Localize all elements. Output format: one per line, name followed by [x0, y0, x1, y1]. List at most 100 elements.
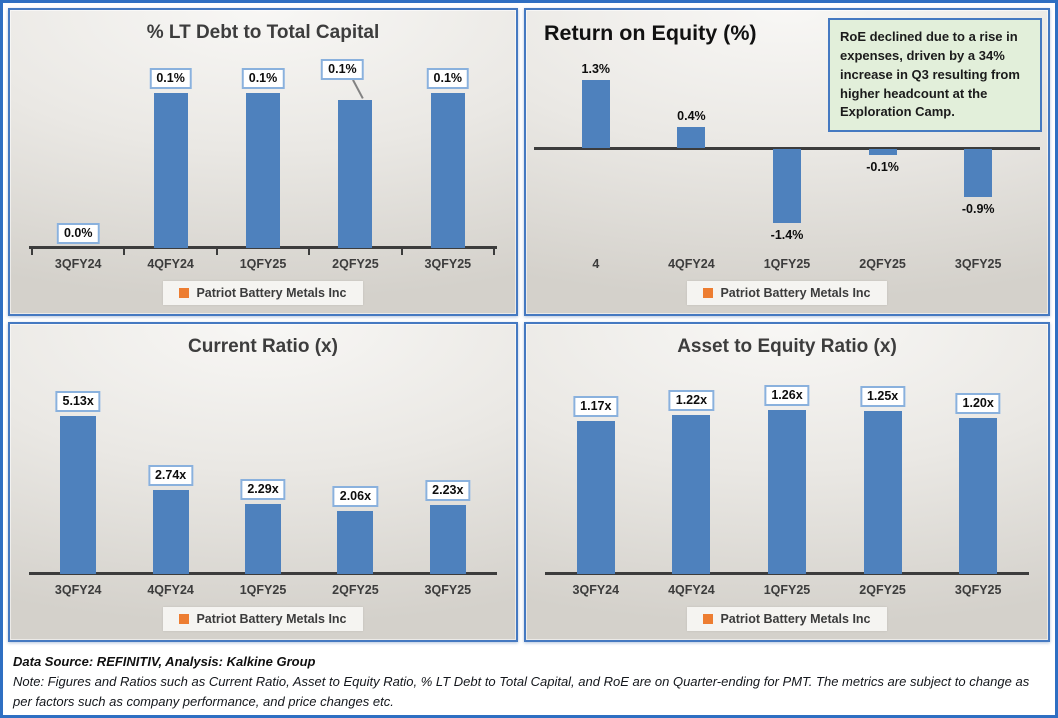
- footnote: Note: Figures and Ratios such as Current…: [13, 674, 1030, 709]
- x-axis-tick: [400, 248, 403, 255]
- x-axis-label-2qfy25: 2QFY25: [332, 583, 379, 597]
- x-axis-tick: [215, 248, 218, 255]
- data-label-asset-to-equity-ratio-4qfy24: 1.22x: [668, 389, 715, 411]
- legend-row: Patriot Battery Metals Inc: [530, 602, 1044, 636]
- x-axis-label-4: 4: [592, 257, 600, 271]
- bar-return-on-equity-2qfy25: [868, 149, 897, 155]
- chart-panel-return-on-equity: Return on Equity (%) RoE declined due to…: [524, 8, 1050, 316]
- bar-current-ratio-3qfy25: [429, 505, 466, 574]
- x-axis-label-4qfy24: 4QFY24: [668, 583, 715, 597]
- footer: Data Source: REFINITIV, Analysis: Kalkin…: [3, 647, 1055, 715]
- legend-row: Patriot Battery Metals Inc: [14, 602, 512, 636]
- x-axis-label-4qfy24: 4QFY24: [668, 257, 715, 271]
- roe-annotation-callout: RoE declined due to a rise in expenses, …: [828, 18, 1042, 133]
- x-axis-labels: 3QFY24 4QFY24 1QFY25 2QFY25 3QFY25: [32, 578, 494, 602]
- bar-lt-debt-to-total-capital-1qfy25: [246, 92, 280, 248]
- plot-area: 0.0% 0.1% 0.1% 0.1% 0.1%: [29, 54, 497, 255]
- bar-asset-to-equity-ratio-3qfy25: [959, 417, 998, 574]
- data-label-return-on-equity-3qfy25: -0.9%: [961, 201, 995, 216]
- legend: Patriot Battery Metals Inc: [687, 281, 887, 305]
- x-axis-label-4qfy24: 4QFY24: [147, 583, 194, 597]
- bar-current-ratio-3qfy24: [60, 416, 97, 574]
- bar-current-ratio-2qfy25: [337, 510, 374, 574]
- data-label-return-on-equity-2qfy25: -0.1%: [866, 159, 899, 174]
- x-axis-zero-line: [534, 147, 1040, 150]
- legend-marker-icon: [179, 288, 190, 298]
- bar-asset-to-equity-ratio-3qfy24: [576, 421, 615, 574]
- x-axis-label-1qfy25: 1QFY25: [239, 583, 287, 597]
- legend: Patriot Battery Metals Inc: [163, 281, 363, 305]
- x-axis-tick: [123, 248, 126, 255]
- x-axis-label-2qfy25: 2QFY25: [859, 257, 906, 271]
- data-label-lt-debt-to-total-capital-2qfy25: 0.1%: [321, 58, 364, 80]
- x-axis-label-1qfy25: 1QFY25: [763, 257, 811, 271]
- x-axis-labels: 4 4QFY24 1QFY25 2QFY25 3QFY25: [548, 252, 1026, 276]
- data-label-lt-debt-to-total-capital-3qfy25: 0.1%: [426, 67, 470, 89]
- legend-row: Patriot Battery Metals Inc: [14, 276, 512, 310]
- bar-lt-debt-to-total-capital-4qfy24: [153, 92, 188, 248]
- x-axis-label-3qfy24: 3QFY24: [54, 583, 102, 597]
- x-axis-label-3qfy24: 3QFY24: [572, 583, 620, 597]
- data-label-asset-to-equity-ratio-2qfy25: 1.25x: [859, 386, 906, 408]
- data-label-lt-debt-to-total-capital-3qfy24: 0.0%: [56, 223, 100, 244]
- chart-panel-lt-debt-to-total-capital: % LT Debt to Total Capital 0.0% 0.1% 0.1% 0…: [8, 8, 518, 316]
- data-label-asset-to-equity-ratio-1qfy25: 1.26x: [764, 384, 810, 406]
- data-label-lt-debt-to-total-capital-4qfy24: 0.1%: [149, 67, 192, 89]
- x-axis-label-2qfy25: 2QFY25: [859, 583, 906, 597]
- data-label-asset-to-equity-ratio-3qfy24: 1.17x: [573, 396, 619, 418]
- chart-title: Return on Equity (%): [544, 21, 757, 45]
- chart-title: % LT Debt to Total Capital: [146, 22, 380, 43]
- bar-lt-debt-to-total-capital-3qfy25: [430, 92, 465, 248]
- legend-label: Patriot Battery Metals Inc: [720, 286, 871, 300]
- data-label-current-ratio-2qfy25: 2.06x: [332, 485, 379, 507]
- bar-asset-to-equity-ratio-4qfy24: [672, 414, 711, 574]
- legend-label: Patriot Battery Metals Inc: [196, 286, 347, 300]
- plot-area: 1.3% 0.4% -1.4% -0.1% -0.9%: [534, 54, 1040, 248]
- data-source-line: Data Source: REFINITIV, Analysis: Kalkin…: [13, 654, 316, 669]
- x-axis-label-3qfy25: 3QFY25: [954, 257, 1002, 271]
- plot-area: 1.17x 1.22x 1.26x 1.25x 1.20x: [545, 368, 1029, 575]
- legend-marker-icon: [703, 288, 714, 298]
- data-label-current-ratio-3qfy24: 5.13x: [55, 391, 101, 413]
- plot-area: 5.13x 2.74x 2.29x 2.06x 2.23x: [29, 368, 497, 575]
- data-label-current-ratio-1qfy25: 2.29x: [240, 478, 286, 500]
- chart-title: Asset to Equity Ratio (x): [677, 336, 897, 357]
- x-axis-label-3qfy25: 3QFY25: [424, 583, 472, 597]
- x-axis-labels: 3QFY24 4QFY24 1QFY25 2QFY25 3QFY25: [548, 578, 1026, 602]
- bar-current-ratio-1qfy25: [245, 503, 281, 574]
- legend-marker-icon: [703, 614, 714, 624]
- legend: Patriot Battery Metals Inc: [687, 607, 887, 631]
- legend-label: Patriot Battery Metals Inc: [196, 612, 347, 626]
- data-label-lt-debt-to-total-capital-1qfy25: 0.1%: [241, 67, 285, 89]
- chart-panel-current-ratio: Current Ratio (x) 5.13x 2.74x 2.29x 2.06x 2.…: [8, 322, 518, 642]
- data-label-return-on-equity-4: 1.3%: [581, 62, 611, 77]
- data-label-current-ratio-3qfy25: 2.23x: [425, 480, 471, 502]
- bar-lt-debt-to-total-capital-2qfy25: [338, 99, 373, 248]
- bar-return-on-equity-3qfy25: [964, 149, 993, 197]
- x-axis-tick: [31, 248, 33, 255]
- charts-grid: % LT Debt to Total Capital 0.0% 0.1% 0.1% 0…: [3, 3, 1055, 647]
- x-axis-labels: 3QFY24 4QFY24 1QFY25 2QFY25 3QFY25: [32, 252, 494, 276]
- legend-label: Patriot Battery Metals Inc: [720, 612, 871, 626]
- data-label-return-on-equity-4qfy24: 0.4%: [677, 109, 706, 124]
- x-axis-label-4qfy24: 4QFY24: [147, 257, 194, 271]
- x-axis-tick: [493, 248, 495, 255]
- callout-leader-line: [352, 79, 364, 99]
- bar-return-on-equity-4qfy24: [677, 127, 706, 149]
- bar-asset-to-equity-ratio-1qfy25: [768, 409, 806, 574]
- bar-asset-to-equity-ratio-2qfy25: [863, 411, 902, 574]
- x-axis-label-1qfy25: 1QFY25: [239, 257, 287, 271]
- bar-return-on-equity-1qfy25: [773, 149, 801, 223]
- legend-marker-icon: [179, 614, 190, 624]
- x-axis-label-2qfy25: 2QFY25: [332, 257, 379, 271]
- legend-row: Patriot Battery Metals Inc: [530, 276, 1044, 310]
- legend: Patriot Battery Metals Inc: [163, 607, 363, 631]
- x-axis-label-3qfy25: 3QFY25: [424, 257, 472, 271]
- data-label-asset-to-equity-ratio-3qfy25: 1.20x: [955, 392, 1001, 414]
- bar-current-ratio-4qfy24: [152, 489, 189, 574]
- x-axis-label-3qfy24: 3QFY24: [54, 257, 102, 271]
- chart-panel-asset-to-equity-ratio: Asset to Equity Ratio (x) 1.17x 1.22x 1.26…: [524, 322, 1050, 642]
- x-axis-label-3qfy25: 3QFY25: [954, 583, 1002, 597]
- x-axis-tick: [308, 248, 311, 255]
